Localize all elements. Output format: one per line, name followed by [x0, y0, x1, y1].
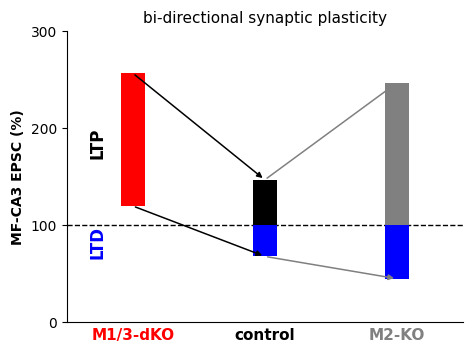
Bar [253, 225, 277, 256]
Bar [385, 83, 409, 225]
Bar [121, 73, 145, 206]
Y-axis label: MF-CA3 EPSC (%): MF-CA3 EPSC (%) [11, 109, 25, 245]
Bar [385, 225, 409, 279]
Bar [253, 180, 277, 225]
Text: LTP: LTP [88, 127, 106, 159]
Text: LTD: LTD [88, 226, 106, 259]
Title: bi-directional synaptic plasticity: bi-directional synaptic plasticity [143, 11, 387, 26]
